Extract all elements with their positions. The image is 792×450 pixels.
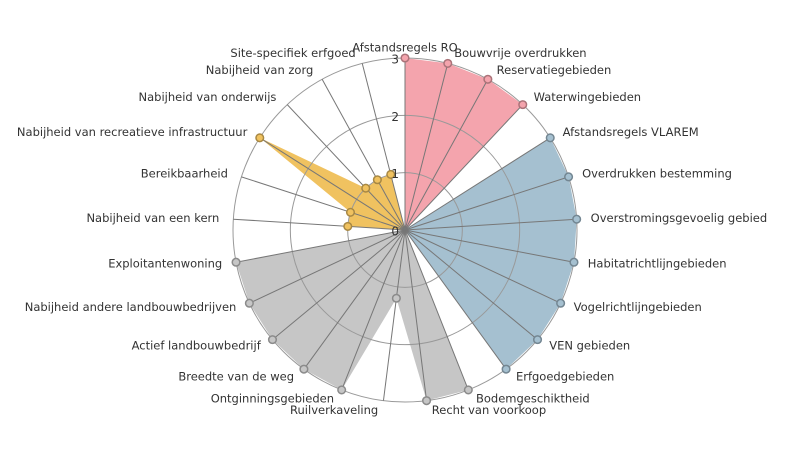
category-label: VEN gebieden [549, 339, 630, 353]
spoke [404, 176, 569, 231]
marker [545, 133, 555, 143]
spoke [404, 63, 449, 231]
marker [569, 257, 579, 267]
spoke [404, 229, 469, 391]
area [405, 137, 577, 370]
category-label: Habitatrichtlijngebieden [588, 257, 727, 271]
category-label: Breedte van de weg [178, 370, 294, 384]
category-label: Vogelrichtlijngebieden [574, 300, 702, 314]
marker [299, 364, 309, 374]
spoke [303, 229, 406, 370]
marker [483, 74, 493, 84]
marker [501, 364, 511, 374]
marker [255, 133, 265, 143]
marker [231, 257, 241, 267]
marker [345, 207, 356, 217]
marker [518, 100, 528, 110]
category-label: Nabijheid van een kern [86, 211, 219, 225]
marker [400, 53, 410, 63]
spoke [259, 137, 406, 231]
spoke [272, 229, 406, 341]
spoke [241, 176, 406, 231]
marker [572, 214, 582, 224]
category-label: Afstandsregels RO [352, 41, 457, 55]
category-label: Erfgoedgebieden [516, 370, 614, 384]
spoke [382, 229, 406, 401]
category-label: Overstromingsgevoelig gebied [591, 211, 768, 225]
spoke [321, 79, 406, 231]
spoke [404, 218, 577, 231]
spoke [404, 229, 575, 263]
area [405, 58, 523, 230]
category-label: Overdrukken bestemming [582, 166, 732, 180]
category-label: Nabijheid andere landbouwbedrijven [25, 300, 237, 314]
category-label: Bouwvrije overdrukken [454, 46, 586, 60]
marker [372, 175, 382, 185]
category-label: Nabijheid van zorg [206, 63, 314, 77]
marker [343, 221, 353, 231]
marker [556, 298, 566, 308]
category-label: Waterwingebieden [534, 90, 642, 104]
spoke [341, 229, 406, 391]
category-label: Afstandsregels VLAREM [563, 125, 699, 139]
spoke [361, 63, 406, 231]
spoke [404, 137, 551, 231]
category-label: Bodemgeschiktheid [476, 392, 590, 406]
spoke [404, 229, 561, 304]
marker [361, 183, 371, 193]
spoke [249, 229, 406, 304]
spoke [235, 229, 406, 263]
category-label: Exploitantenwoning [108, 257, 222, 271]
r-tick-label: 3 [391, 53, 399, 67]
spoke [404, 229, 507, 370]
spoke [286, 104, 406, 231]
marker [386, 169, 396, 180]
spoke [404, 104, 524, 231]
marker [532, 335, 543, 345]
category-label: Nabijheid van recreatieve infrastructuur [17, 125, 248, 139]
marker [244, 298, 254, 308]
category-label: Reservatiegebieden [497, 63, 612, 77]
r-tick-label: 2 [391, 110, 399, 124]
spoke [404, 229, 538, 341]
category-label: Recht van voorkoop [432, 403, 546, 417]
spoke [404, 229, 428, 401]
marker [267, 335, 278, 345]
marker [391, 293, 401, 303]
spoke [404, 79, 489, 231]
r-tick-label: 1 [391, 167, 399, 181]
spoke [233, 218, 406, 231]
category-label: Ontginningsgebieden [211, 392, 334, 406]
category-label: Actief landbouwbedrijf [132, 339, 262, 353]
marker [564, 172, 574, 182]
category-label: Nabijheid van onderwijs [139, 90, 277, 104]
category-label: Site-specifiek erfgoed [230, 46, 355, 60]
category-label: Bereikbaarheid [141, 166, 228, 180]
marker [337, 385, 347, 395]
r-tick-label: 0 [391, 225, 399, 239]
marker [463, 385, 473, 395]
marker [443, 58, 453, 68]
marker [422, 396, 432, 406]
category-label: Ruilverkaveling [290, 403, 378, 417]
